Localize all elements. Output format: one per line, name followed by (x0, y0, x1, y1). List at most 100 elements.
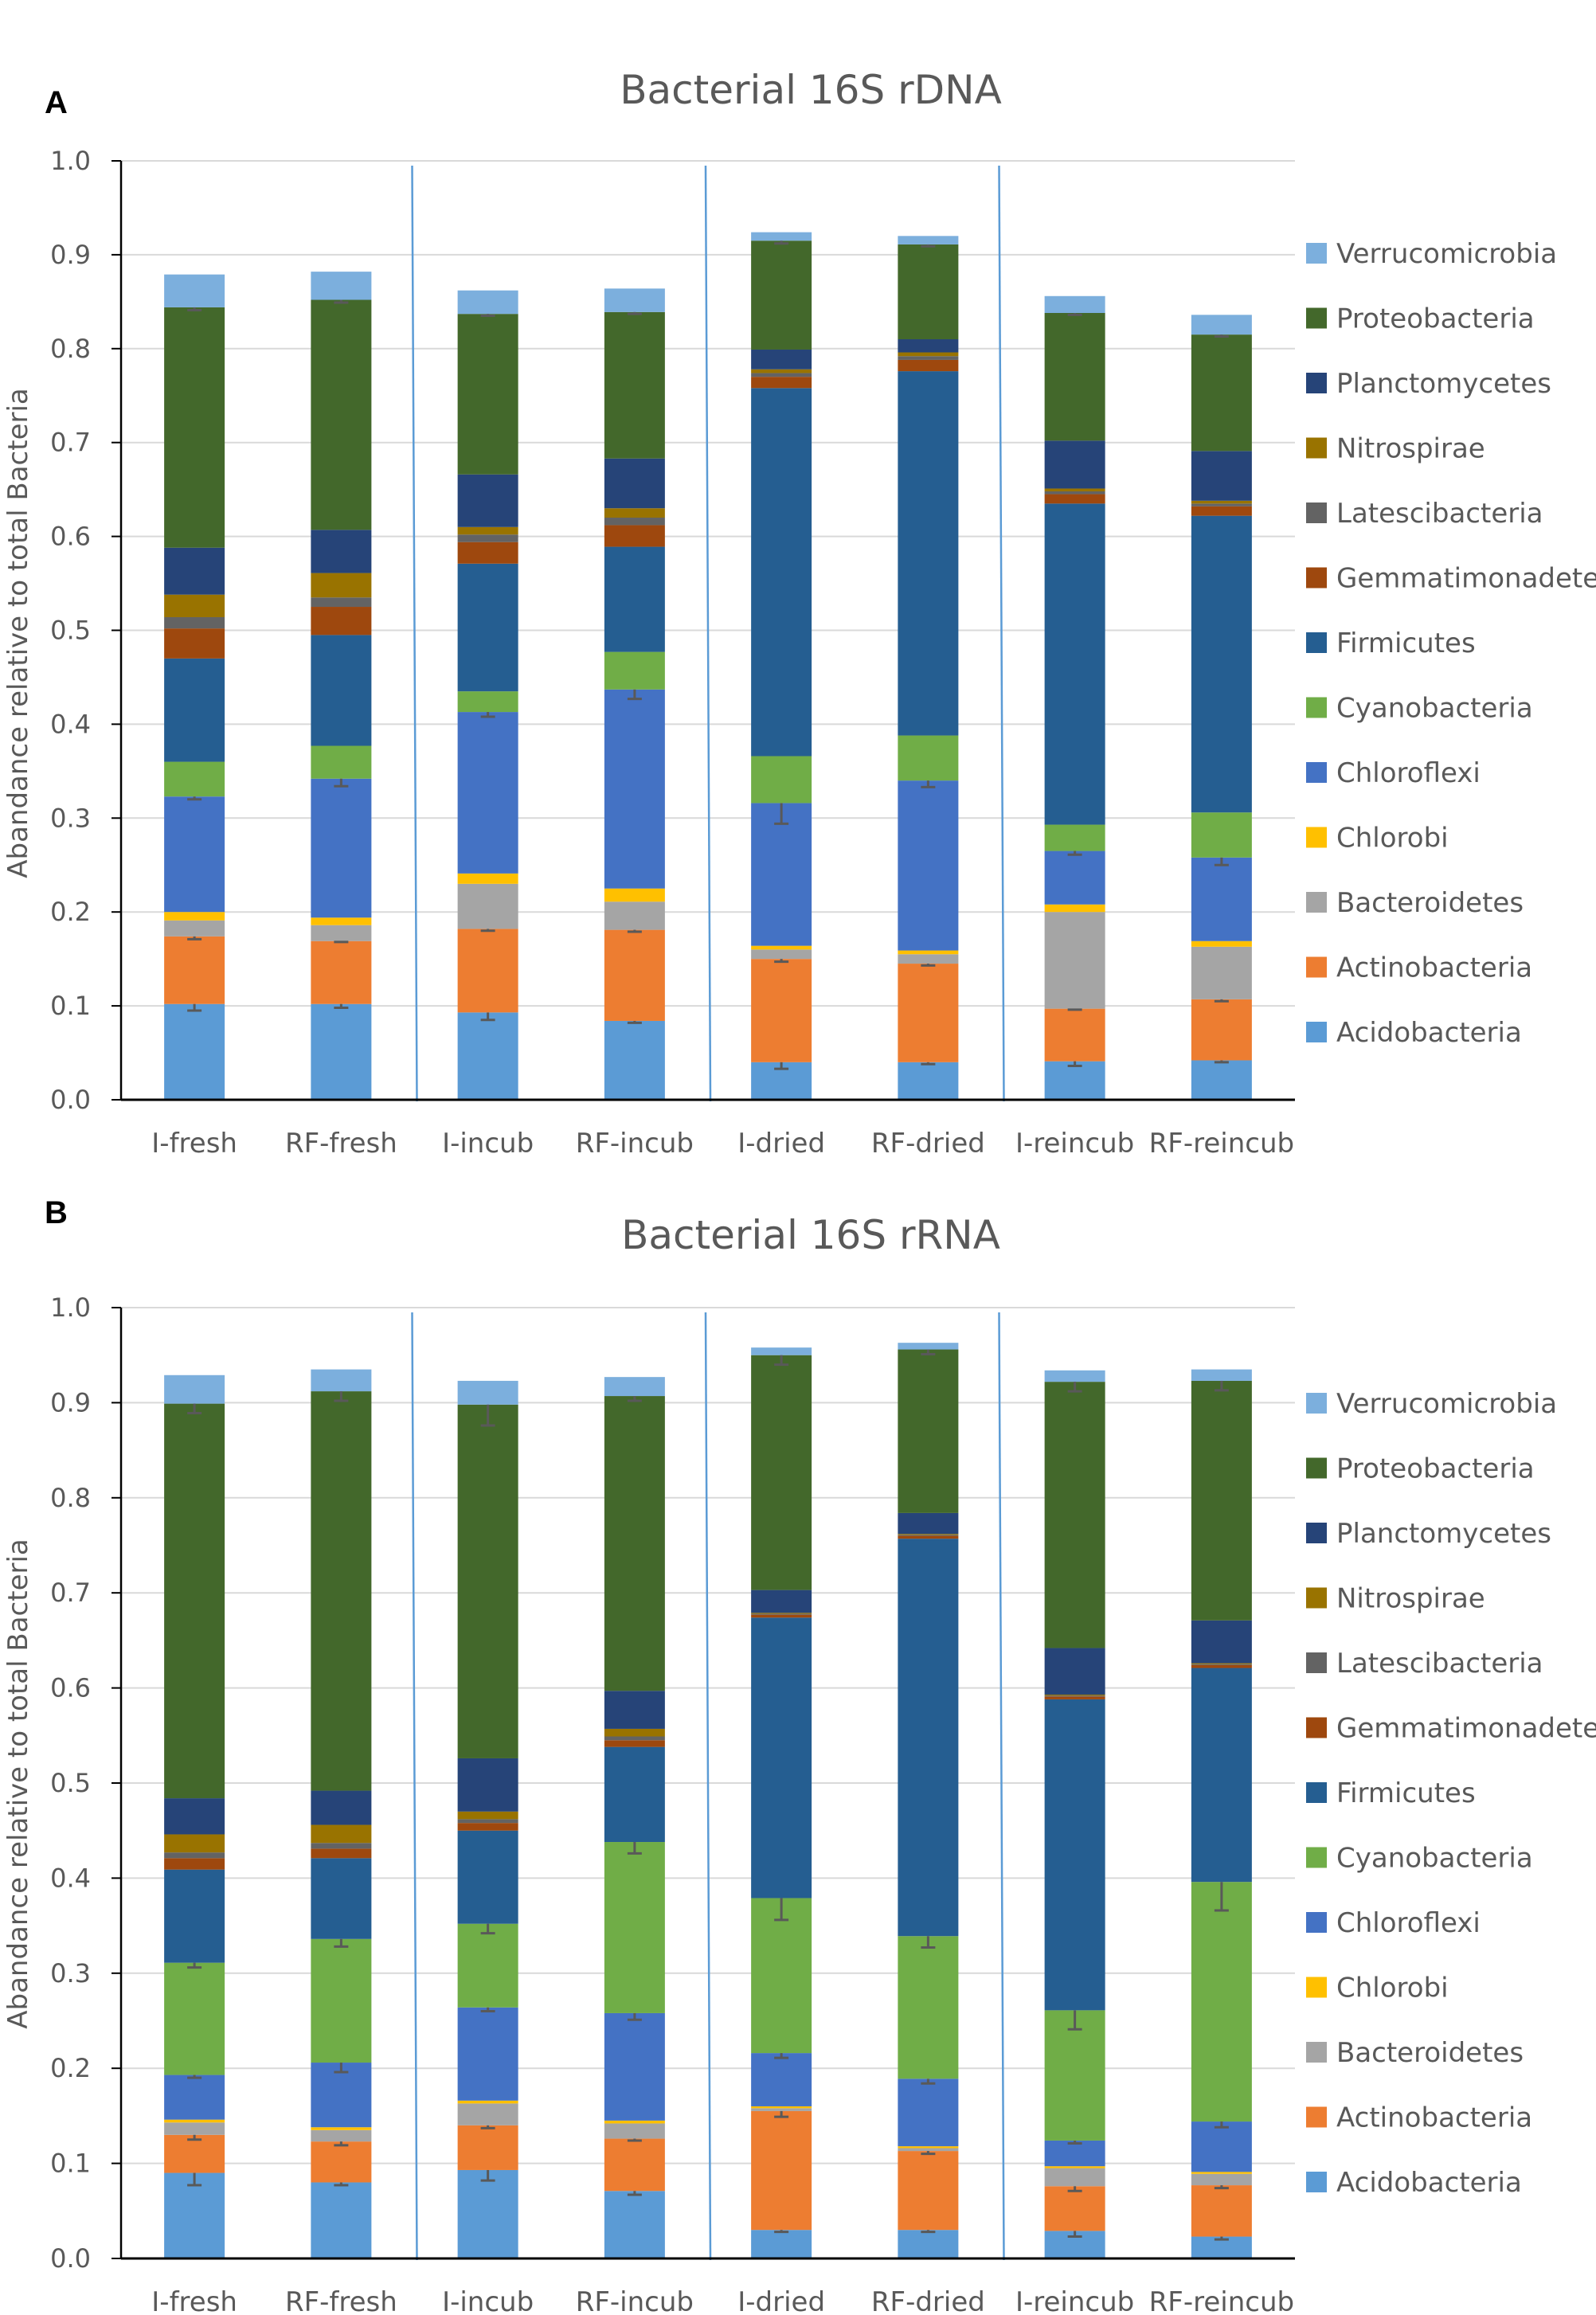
bar-segment-verrucomicrobia (1044, 1370, 1105, 1382)
legend-label: Acidobacteria (1336, 2167, 1522, 2199)
y-tick-label: 0.6 (50, 1673, 91, 1703)
bar-segment-firmicutes (457, 1830, 518, 1924)
bars (164, 1343, 1252, 2258)
bar-segment-firmicutes (1044, 503, 1105, 825)
bar-segment-proteobacteria (898, 244, 959, 340)
bar-segment-proteobacteria (751, 1355, 812, 1590)
bar-segment-verrucomicrobia (164, 274, 225, 307)
bar-segment-cyanobacteria (1191, 812, 1252, 858)
bar-segment-acidobacteria (604, 2191, 665, 2258)
bar-segment-nitrospirae (898, 352, 959, 357)
bar-segment-bacteroidetes (164, 920, 225, 937)
bar-segment-chlorobi (1191, 940, 1252, 947)
legend-label: Nitrospirae (1336, 1583, 1485, 1615)
bar-segment-planctomycetes (311, 1790, 372, 1825)
panel-b: B Bacterial 16S rRNA Abandance relative … (2, 1195, 1596, 2315)
legend: Verrucomicrobia Proteobacteria Planctomyce… (1306, 1388, 1596, 2199)
category-label: I-reincub (1015, 2286, 1134, 2315)
legend-label: Chloroflexi (1336, 1907, 1481, 1939)
legend-item: Bacteroidetes (1306, 887, 1524, 919)
legend-item: Proteobacteria (1306, 1453, 1535, 1485)
bar-segment-bacteroidetes (1191, 946, 1252, 999)
legend-swatch (1306, 762, 1327, 783)
legend-item: Nitrospirae (1306, 433, 1485, 465)
bar-segment-bacteroidetes (751, 2108, 812, 2111)
legend-item: Nitrospirae (1306, 1583, 1485, 1615)
bar-segment-cyanobacteria (457, 691, 518, 713)
legend-swatch (1306, 502, 1327, 523)
bar-segment-planctomycetes (898, 1512, 959, 1535)
y-tick-label: 0.1 (50, 991, 91, 1021)
bar-segment-actinobacteria (898, 964, 959, 1062)
bar-segment-chlorobi (1191, 2172, 1252, 2174)
legend-swatch (1306, 2172, 1327, 2192)
bar-segment-gemmatimonadetes (164, 1858, 225, 1870)
bar-segment-chloroflexi (604, 689, 665, 889)
bar-segment-chlorobi (898, 2146, 959, 2149)
y-tick-label: 0.7 (50, 1578, 91, 1608)
bar-segment-bacteroidetes (457, 2103, 518, 2125)
bar-segment-verrucomicrobia (457, 1380, 518, 1405)
bar-segment-verrucomicrobia (1191, 315, 1252, 335)
bar-segment-latescibacteria (1191, 503, 1252, 506)
category-label: I-dried (737, 1128, 825, 1159)
legend-item: Firmicutes (1306, 628, 1476, 659)
bar-segment-chloroflexi (1191, 857, 1252, 941)
bar-segment-chlorobi (1044, 904, 1105, 913)
bar-segment-chloroflexi (898, 2078, 959, 2147)
bar-segment-latescibacteria (311, 597, 372, 608)
legend-swatch (1306, 697, 1327, 718)
bar-segment-chloroflexi (311, 2063, 372, 2128)
bar-segment-gemmatimonadetes (898, 359, 959, 372)
bar-segment-planctomycetes (164, 1798, 225, 1835)
bar-segment-gemmatimonadetes (751, 377, 812, 389)
bar-segment-bacteroidetes (1044, 2168, 1105, 2187)
bar-segment-chloroflexi (457, 2007, 518, 2101)
bar-segment-cyanobacteria (164, 1962, 225, 2075)
y-tick-labels: 0.0 0.1 0.2 0.3 0.4 0.5 0.6 0.7 0.8 0.9 1.0 (50, 146, 123, 1115)
bar-segment-latescibacteria (457, 534, 518, 542)
legend-label: Gemmatimonadetes (1336, 563, 1596, 595)
y-tick-label: 1.0 (50, 146, 91, 176)
bar-segment-firmicutes (1044, 1699, 1105, 2011)
category-label: I-fresh (151, 2286, 237, 2315)
bar-segment-nitrospirae (457, 1811, 518, 1820)
legend-swatch (1306, 892, 1327, 913)
bar-segment-acidobacteria (898, 1062, 959, 1100)
bar-segment-nitrospirae (311, 1824, 372, 1844)
group-separator (704, 165, 712, 1102)
bar-segment-chloroflexi (898, 780, 959, 951)
category-labels: I-fresh RF-fresh I-incub RF-incub I-dried RF-… (151, 1128, 1294, 1159)
bar-segment-acidobacteria (164, 2172, 225, 2258)
bar-segment-proteobacteria (457, 1404, 518, 1758)
bar-segment-bacteroidetes (311, 2129, 372, 2142)
y-tick-label: 0.5 (50, 616, 91, 646)
bar-segment-chlorobi (311, 2127, 372, 2130)
bar-segment-actinobacteria (1191, 2185, 1252, 2237)
bar-segment-nitrospirae (1044, 488, 1105, 492)
legend-swatch (1306, 827, 1327, 848)
y-tick-label: 0.8 (50, 334, 91, 364)
legend-item: Chloroflexi (1306, 757, 1481, 789)
bar-segment-latescibacteria (1044, 1695, 1105, 1697)
legend-item: Chlorobi (1306, 1973, 1449, 2004)
bar-segment-firmicutes (604, 1746, 665, 1843)
y-tick-label: 0.8 (50, 1483, 91, 1513)
bar-segment-chloroflexi (311, 778, 372, 918)
bar-segment-acidobacteria (1191, 1060, 1252, 1100)
bar-segment-verrucomicrobia (164, 1375, 225, 1404)
chart-title: Bacterial 16S rDNA (620, 67, 1002, 113)
bar-segment-chlorobi (311, 917, 372, 925)
bar-segment-proteobacteria (1044, 1382, 1105, 1648)
bar-segment-gemmatimonadetes (457, 542, 518, 564)
bar-segment-chloroflexi (751, 2053, 812, 2106)
y-tick-labels: 0.0 0.1 0.2 0.3 0.4 0.5 0.6 0.7 0.8 0.9 1.0 (50, 1292, 123, 2274)
bar-segment-chlorobi (457, 873, 518, 884)
legend-swatch (1306, 1652, 1327, 1673)
bar-segment-latescibacteria (604, 518, 665, 526)
bar-segment-proteobacteria (604, 1396, 665, 1691)
legend-item: Bacteroidetes (1306, 2037, 1524, 2069)
legend-swatch (1306, 2106, 1327, 2128)
bar-segment-firmicutes (751, 388, 812, 757)
bar-segment-bacteroidetes (604, 901, 665, 930)
